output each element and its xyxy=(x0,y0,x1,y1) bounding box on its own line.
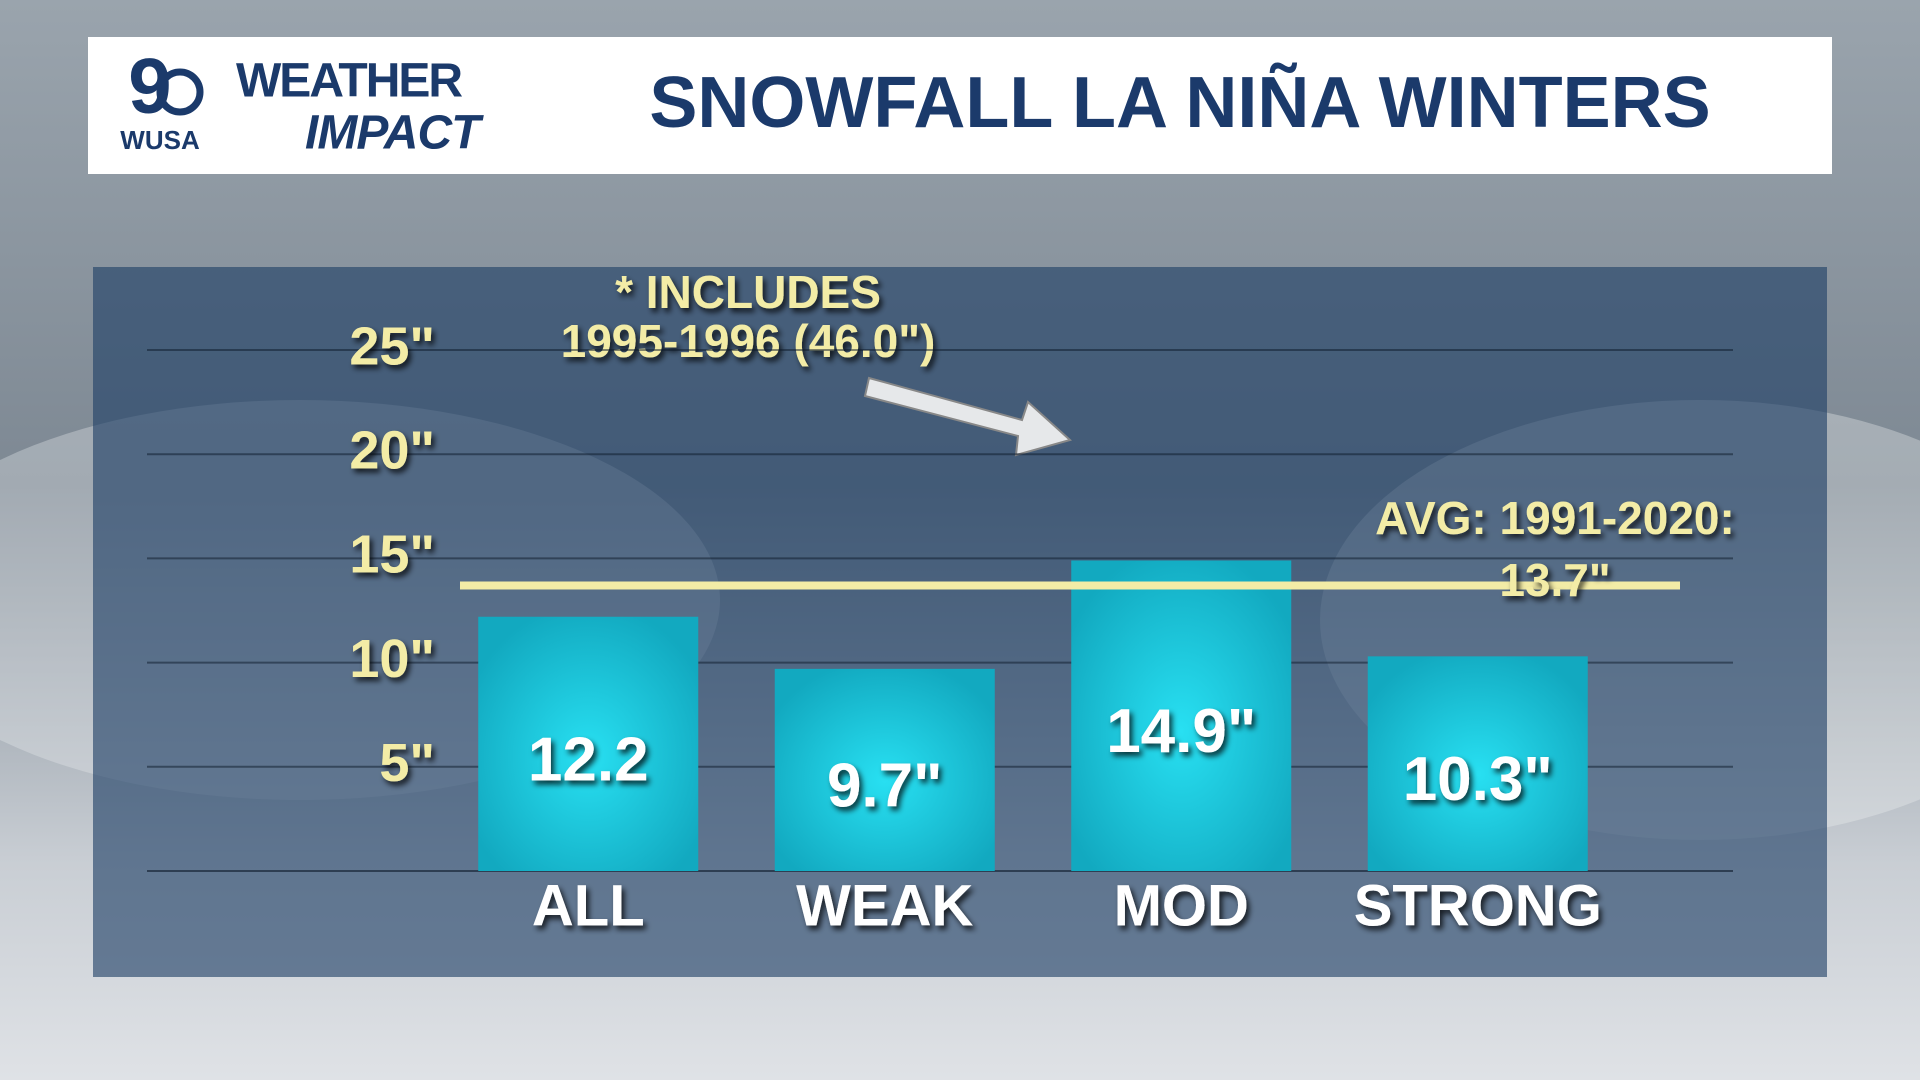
x-tick-label: ALL xyxy=(532,873,645,938)
logo-eye xyxy=(156,68,204,116)
chart-title: SNOWFALL LA NIÑA WINTERS xyxy=(649,62,1710,143)
bar xyxy=(1071,560,1292,871)
x-tick-label: STRONG xyxy=(1354,873,1602,938)
brand-top: WEATHER xyxy=(236,55,462,108)
y-tick-label: 5" xyxy=(379,733,435,793)
average-label: 13.7" xyxy=(1499,554,1610,606)
bar xyxy=(774,668,995,871)
annotation: 1995-1996 (46.0") xyxy=(561,315,936,367)
y-tick-label: 20" xyxy=(349,420,435,480)
x-tick-label: MOD xyxy=(1114,873,1249,938)
bar xyxy=(1367,656,1588,871)
y-tick-label: 10" xyxy=(349,629,435,689)
average-label: AVG: 1991-2020: xyxy=(1375,492,1735,544)
y-tick-label: 25" xyxy=(349,316,435,376)
bar xyxy=(478,616,699,871)
logo-station: WUSA xyxy=(120,125,200,155)
value-label: 9.7" xyxy=(827,751,943,820)
logo-channel: 9 xyxy=(128,42,171,130)
annotation-arrow xyxy=(863,376,1073,457)
y-tick-label: 15" xyxy=(349,525,435,585)
value-label: 12.2 xyxy=(528,725,649,794)
title-banner xyxy=(88,37,1832,174)
brand-bottom: IMPACT xyxy=(305,107,484,160)
value-label: 14.9" xyxy=(1106,697,1256,766)
x-tick-label: WEAK xyxy=(796,873,973,938)
annotation: * INCLUDES xyxy=(615,266,881,318)
value-label: 10.3" xyxy=(1403,745,1553,814)
